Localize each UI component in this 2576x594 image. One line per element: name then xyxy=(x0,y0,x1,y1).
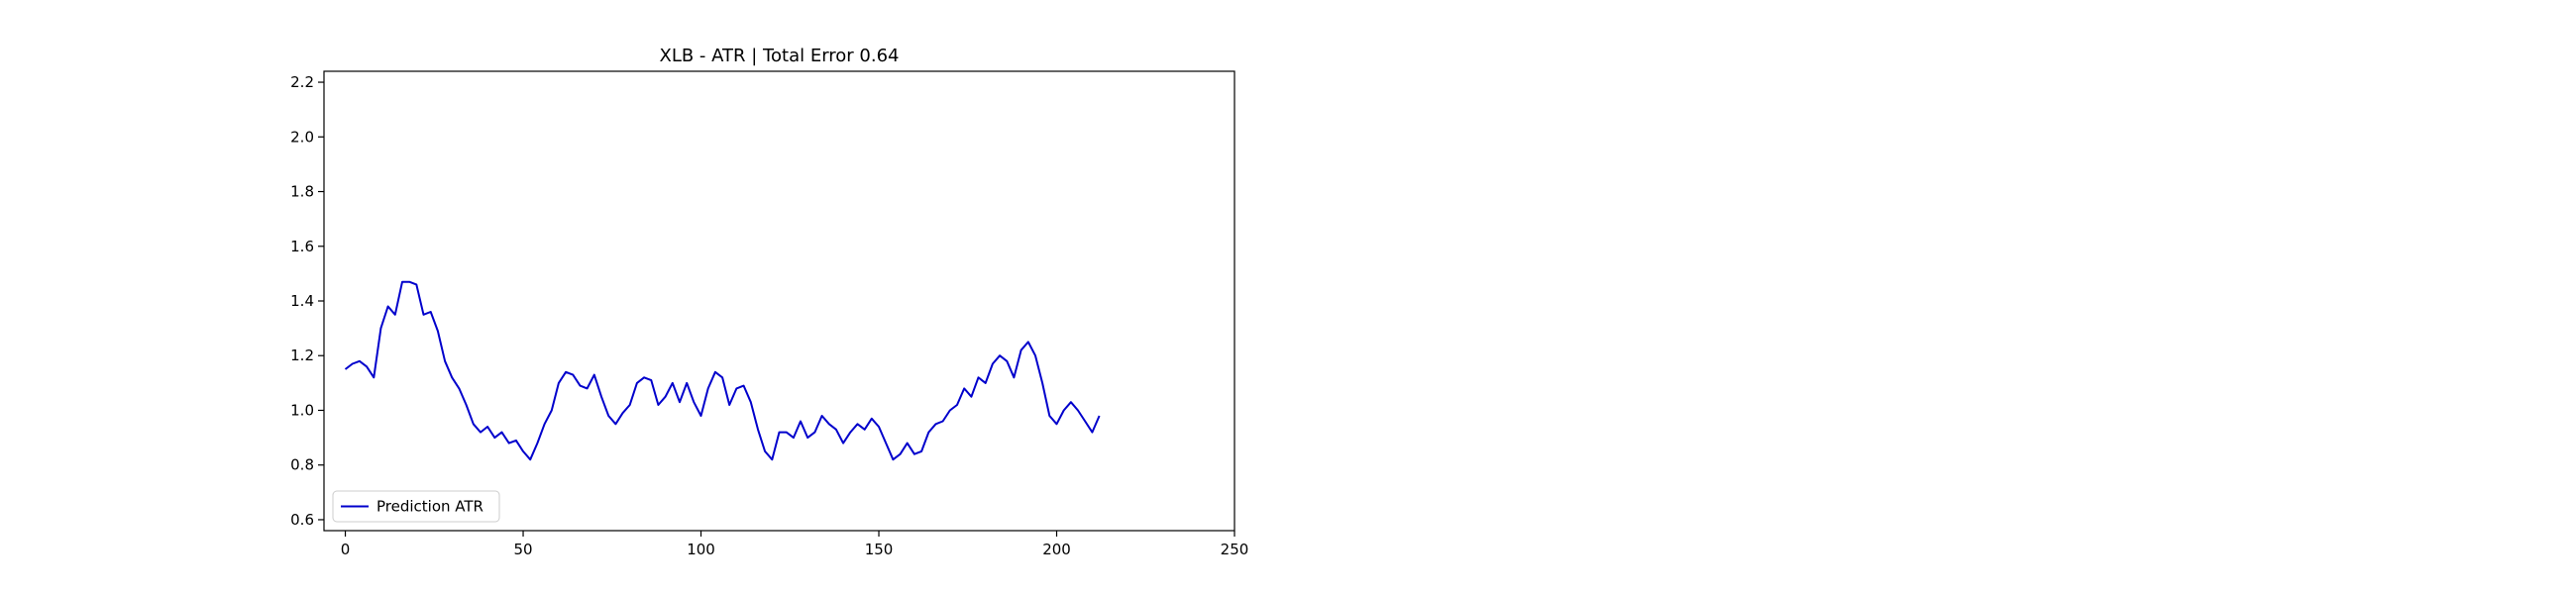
y-tick-label: 1.8 xyxy=(290,183,314,201)
y-tick-label: 1.4 xyxy=(290,292,314,310)
y-tick-label: 0.6 xyxy=(290,511,314,529)
series-line-0 xyxy=(344,280,1101,461)
x-tick-label: 200 xyxy=(1042,541,1071,558)
legend-box xyxy=(332,490,500,523)
x-tick-label: 100 xyxy=(687,541,715,558)
legend: Prediction ATR xyxy=(332,490,500,523)
chart-atr: 0 50 100 150 200 250 0.6 0.8 1.0 1.2 1.4 1.6 1.8 2.0 2… xyxy=(290,46,1248,558)
y-tick-label: 1.0 xyxy=(290,401,314,419)
x-tick-label: 50 xyxy=(513,541,532,558)
chart-title: XLB - ATR | Total Error 0.64 xyxy=(659,46,899,66)
x-tick-label: 150 xyxy=(865,541,894,558)
x-tick-label: 0 xyxy=(341,541,351,558)
y-tick-label: 1.6 xyxy=(290,238,314,255)
y-tick-label: 2.2 xyxy=(290,73,314,91)
y-tick-label: 2.0 xyxy=(290,128,314,146)
legend-label: Prediction ATR xyxy=(376,498,483,516)
y-tick-label: 0.8 xyxy=(290,456,314,474)
x-tick-label: 250 xyxy=(1221,541,1249,558)
plot-frame xyxy=(323,70,1235,532)
y-tick-label: 1.2 xyxy=(290,346,314,364)
